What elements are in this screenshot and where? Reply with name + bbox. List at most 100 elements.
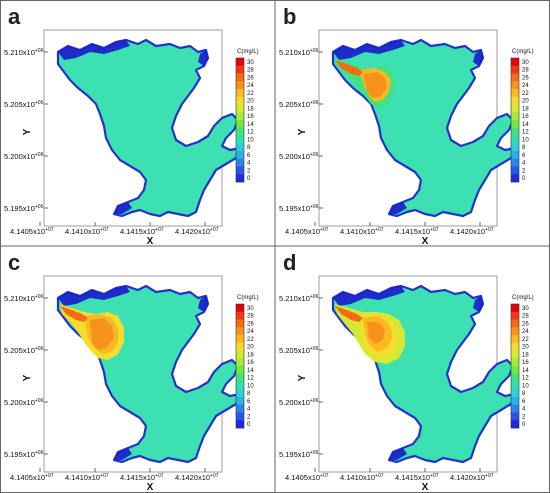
colorbar-level-label: 8	[247, 391, 251, 397]
colorbar-level-label: 28	[247, 68, 254, 74]
y-tick-label: 5.200x10+06	[279, 152, 319, 161]
colorbar-level-label: 0	[247, 422, 251, 428]
colorbar-level-label: 30	[522, 306, 529, 312]
colorbar-swatch	[236, 358, 244, 367]
x-tick-exponent: +07	[45, 473, 54, 479]
colorbar-swatch	[511, 366, 519, 375]
colorbar-swatch	[236, 311, 244, 320]
colorbar-swatch	[511, 151, 519, 160]
colorbar-level-label: 16	[247, 360, 254, 366]
colorbar-swatch	[236, 65, 244, 74]
y-tick-exponent: +06	[310, 48, 319, 54]
x-tick-label: 4.1410x10+07	[340, 473, 384, 482]
y-tick-label: 5.210x10+06	[279, 48, 319, 57]
colorbar-title: C(mg/L)	[512, 295, 534, 301]
colorbar-level-label: 20	[247, 345, 254, 351]
colorbar-title: C(mg/L)	[237, 295, 259, 301]
colorbar-swatch	[511, 135, 519, 144]
x-tick-label: 4.1410x10+07	[340, 227, 384, 236]
shoreline-low-concentration	[58, 40, 130, 60]
plume-contour	[335, 60, 363, 76]
x-tick-label: 4.1405x10+07	[10, 473, 54, 482]
colorbar-level-label: 22	[522, 91, 529, 97]
colorbar-swatch	[511, 389, 519, 398]
y-tick-exponent: +06	[35, 398, 44, 404]
y-tick-exponent: +06	[35, 48, 44, 54]
panel-label: b	[283, 4, 296, 29]
colorbar-level-label: 0	[522, 422, 526, 428]
shoreline-low-concentration	[333, 40, 405, 60]
colorbar-swatch	[511, 158, 519, 167]
x-tick-label: 4.1415x10+07	[395, 227, 439, 236]
y-axis-label: Y	[297, 374, 308, 381]
colorbar-swatch	[511, 404, 519, 413]
y-tick-exponent: +06	[310, 204, 319, 210]
colorbar-swatch	[511, 127, 519, 136]
y-tick-exponent: +06	[310, 346, 319, 352]
x-axis-label: X	[422, 482, 429, 493]
x-tick-exponent: +07	[320, 473, 329, 479]
colorbar-level-label: 18	[522, 352, 529, 358]
x-tick-exponent: +07	[375, 227, 384, 233]
colorbar-level-label: 6	[247, 153, 251, 159]
colorbar-level-label: 28	[522, 314, 529, 320]
x-tick-exponent: +07	[430, 473, 439, 479]
y-tick-label: 5.205x10+06	[279, 346, 319, 355]
plume-contour	[363, 72, 387, 98]
colorbar-level-label: 12	[522, 130, 529, 136]
colorbar-level-label: 12	[247, 130, 254, 136]
panel-d: d 5.210x10+06 5.205x10+06 5.200x10+06 5.195x…	[279, 250, 534, 493]
colorbar-swatch	[511, 327, 519, 336]
colorbar-level-label: 8	[522, 391, 526, 397]
colorbar-swatch	[236, 81, 244, 90]
plume-contour	[367, 322, 385, 344]
colorbar-level-label: 24	[522, 329, 529, 335]
x-tick-label: 4.1410x10+07	[65, 473, 109, 482]
colorbar-swatch	[236, 381, 244, 390]
x-tick-exponent: +07	[485, 473, 494, 479]
colorbar-level-label: 18	[247, 106, 254, 112]
colorbar-level-label: 24	[247, 329, 254, 335]
x-axis-label: X	[147, 236, 154, 247]
plume-contour	[90, 318, 114, 350]
colorbar-swatch	[511, 89, 519, 98]
colorbar-swatch	[511, 311, 519, 320]
y-tick-exponent: +06	[310, 450, 319, 456]
colorbar-swatch	[236, 135, 244, 144]
x-tick-exponent: +07	[430, 227, 439, 233]
panel-b: b 5.210x10+06 5.205x10+06 5.200x10+06 5.195x…	[279, 4, 534, 247]
x-tick-exponent: +07	[100, 473, 109, 479]
colorbar-level-label: 6	[247, 399, 251, 405]
colorbar-swatch	[511, 373, 519, 382]
colorbar-level-label: 2	[247, 168, 251, 174]
colorbar-swatch	[236, 327, 244, 336]
colorbar-level-label: 8	[522, 145, 526, 151]
y-tick-label: 5.210x10+06	[4, 48, 44, 57]
colorbar-level-label: 10	[522, 383, 529, 389]
y-axis-label: Y	[22, 128, 33, 135]
x-tick-exponent: +07	[45, 227, 54, 233]
colorbar-level-label: 30	[247, 60, 254, 66]
shoreline-low-concentration	[389, 202, 407, 214]
colorbar-frame	[235, 57, 245, 183]
y-tick-exponent: +06	[310, 294, 319, 300]
x-tick-label: 4.1415x10+07	[120, 227, 164, 236]
colorbar-swatch	[511, 358, 519, 367]
colorbar-level-label: 26	[247, 75, 254, 81]
colorbar-level-label: 12	[247, 376, 254, 382]
colorbar-swatch	[236, 58, 244, 67]
plume-contour	[335, 306, 363, 322]
x-tick-exponent: +07	[100, 227, 109, 233]
colorbar-level-label: 2	[247, 414, 251, 420]
colorbar-swatch	[511, 397, 519, 406]
x-tick-label: 4.1405x10+07	[285, 227, 329, 236]
colorbar-swatch	[236, 89, 244, 98]
shoreline-low-concentration	[114, 202, 132, 214]
y-axis-label: Y	[297, 128, 308, 135]
colorbar-level-label: 22	[247, 337, 254, 343]
plume-contour	[60, 306, 88, 322]
colorbar-level-label: 10	[522, 137, 529, 143]
colorbar-level-label: 30	[522, 60, 529, 66]
shoreline-low-concentration	[198, 50, 208, 66]
